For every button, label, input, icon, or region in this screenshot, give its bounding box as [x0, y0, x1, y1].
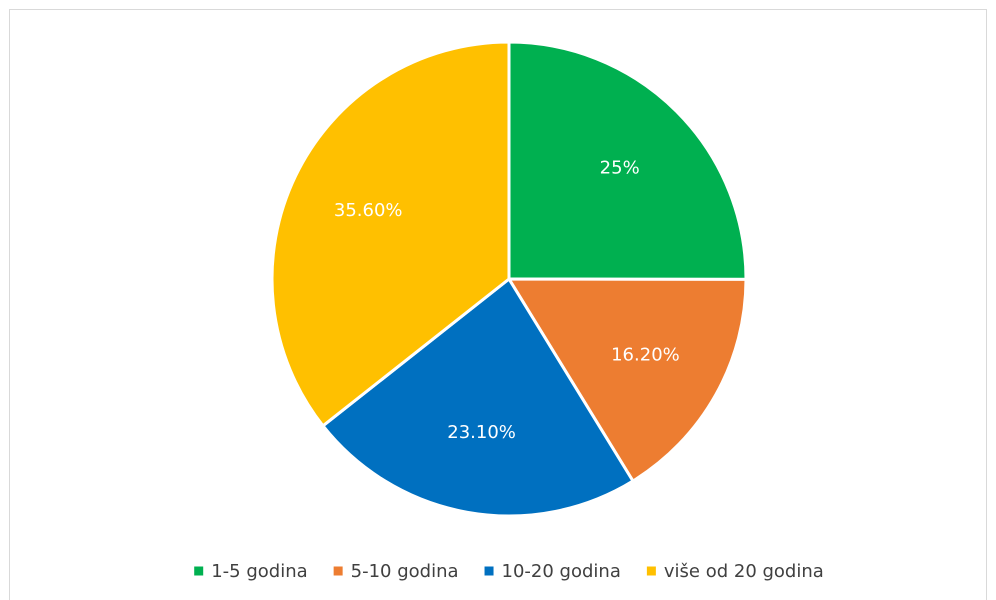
legend-swatch-3 — [646, 566, 656, 576]
legend-swatch-0 — [194, 566, 204, 576]
legend-item-1: 5-10 godina — [333, 561, 459, 582]
legend-label-3: više od 20 godina — [664, 561, 824, 582]
legend-label-2: 10-20 godina — [502, 561, 621, 582]
pie-slice-0 — [507, 40, 748, 281]
data-label-0: 25% — [600, 157, 640, 178]
legend-label-0: 1-5 godina — [211, 561, 307, 582]
legend-swatch-2 — [484, 566, 494, 576]
pie-slices — [270, 40, 748, 518]
data-label-1: 16.20% — [611, 344, 680, 365]
legend-item-0: 1-5 godina — [194, 561, 308, 582]
pie-data-labels: 25% 16.20% 23.10% 35.60% — [334, 157, 680, 443]
data-label-3: 35.60% — [334, 200, 403, 221]
legend-item-2: 10-20 godina — [484, 561, 621, 582]
data-label-2: 23.10% — [447, 422, 516, 443]
pie-slice-1 — [507, 277, 748, 483]
pie-slice-2 — [321, 277, 635, 518]
chart-legend: 1-5 godina 5-10 godina 10-20 godina više od… — [194, 561, 824, 582]
legend-item-3: više od 20 godina — [646, 561, 824, 582]
legend-swatch-1 — [333, 566, 343, 576]
legend-label-1: 5-10 godina — [351, 561, 459, 582]
pie-slice-3 — [270, 40, 511, 428]
